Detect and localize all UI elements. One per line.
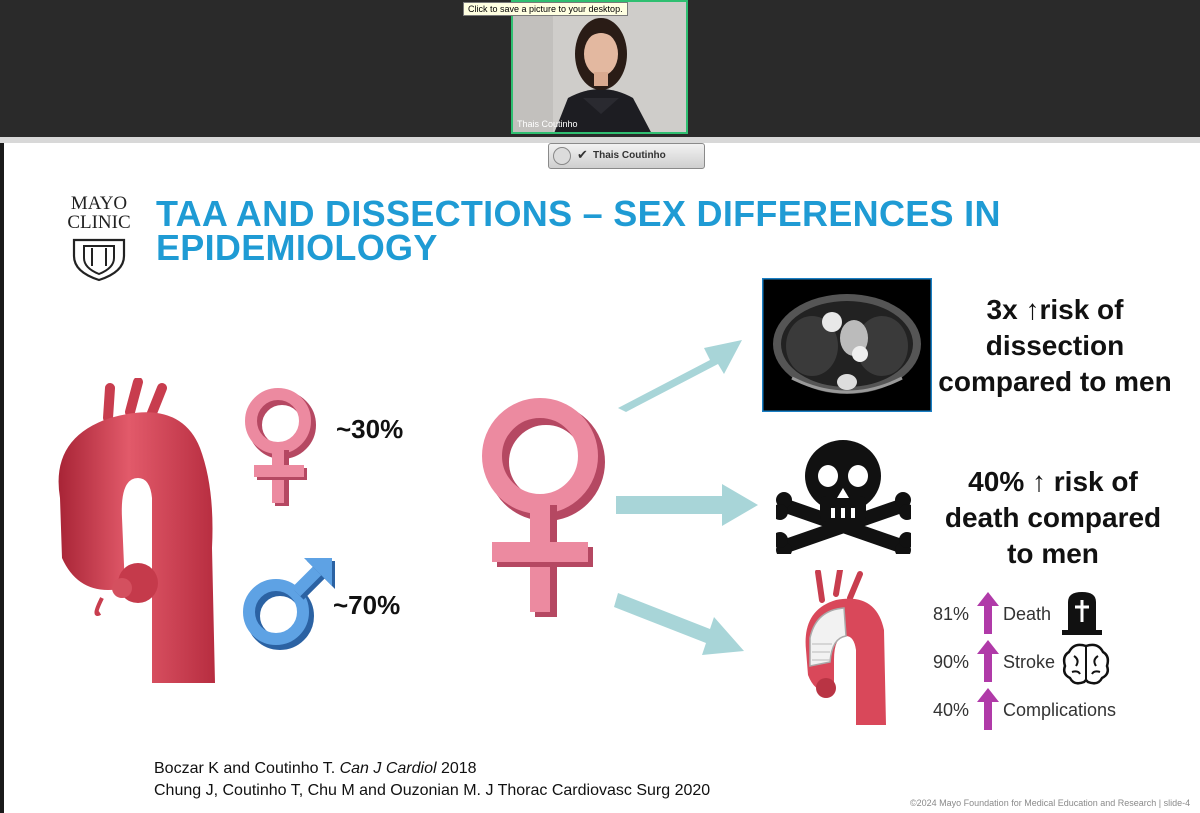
outcome-row-death: 81% Death (933, 592, 1051, 634)
female-percentage: ~30% (336, 414, 404, 444)
logo-line-1: MAYO (70, 193, 128, 214)
male-percentage: ~70% (333, 590, 401, 620)
outcome-label: Complications (1003, 700, 1117, 720)
speaker-video-tile[interactable]: Thais Coutinho (511, 0, 688, 134)
title-line-2: EPIDEMIOLOGY (156, 227, 438, 268)
up-arrow-icon (977, 592, 999, 634)
mayo-shield-icon (72, 238, 126, 282)
title-line-1: TAA AND DISSECTIONS – SEX DIFFERENCES IN (156, 193, 1001, 234)
check-icon: ✔ (577, 147, 588, 162)
up-arrow-icon (977, 640, 999, 682)
outcome-pct: 40% (933, 700, 970, 720)
female-symbol-icon (245, 388, 316, 506)
large-female-symbol-icon (482, 398, 605, 617)
logo-line-2: CLINIC (67, 212, 131, 233)
speaker-name-label: Thais Coutinho (517, 119, 578, 129)
pinned-speaker-pill[interactable]: ✔ Thais Coutinho (548, 143, 705, 169)
reference-1: Boczar K and Coutinho T. Can J Cardiol 2… (154, 760, 477, 778)
outcome-row-stroke: 90% Stroke (933, 640, 1055, 682)
reference-1-authors: Boczar K and Coutinho T. (154, 760, 340, 777)
speaker-video-image (513, 2, 686, 132)
dissection-risk-line-2: dissection (985, 330, 1125, 361)
ct-scan-image (762, 278, 932, 412)
skull-crossbones-icon (776, 440, 911, 554)
arrow-to-dissection-icon (618, 340, 742, 412)
outcome-pct: 90% (933, 652, 970, 672)
brain-icon (1062, 643, 1110, 685)
pin-icon[interactable] (553, 147, 571, 165)
death-risk-statement: 40% ↑ risk of death compared to men (918, 464, 1188, 572)
tombstone-icon (1062, 592, 1102, 635)
aortic-repair-illustration (805, 570, 886, 725)
death-risk-line-3: to men (1007, 538, 1099, 569)
arrow-to-surgery-icon (614, 593, 744, 655)
outcome-label: Stroke (1003, 652, 1056, 672)
outcome-label: Death (1003, 604, 1052, 624)
copyright-footer: ©2024 Mayo Foundation for Medical Educat… (910, 798, 1191, 808)
reference-1-year: 2018 (436, 760, 477, 777)
mayo-clinic-logo: MAYO CLINIC (56, 194, 142, 282)
dissection-risk-line-3: compared to men (938, 366, 1172, 397)
arrow-to-death-icon (616, 484, 758, 526)
aorta-aneurysm-illustration (58, 378, 215, 683)
outcome-pct: 81% (933, 604, 970, 624)
slide-title: TAA AND DISSECTIONS – SEX DIFFERENCES IN… (156, 193, 1001, 268)
death-risk-line-2: death compared (944, 502, 1162, 533)
dissection-risk-statement: 3x ↑risk of dissection compared to men (920, 292, 1190, 400)
splitter-bar[interactable] (0, 137, 1200, 143)
pinned-speaker-name: Thais Coutinho (593, 150, 666, 161)
up-arrow-icon (977, 688, 999, 730)
reference-2: Chung J, Coutinho T, Chu M and Ouzonian … (154, 782, 711, 799)
save-picture-tooltip: Click to save a picture to your desktop. (463, 2, 628, 16)
outcome-row-complications: 40% Complications (933, 688, 1116, 730)
dissection-risk-line-1: 3x ↑risk of (986, 294, 1124, 325)
male-symbol-icon (243, 558, 335, 650)
reference-1-journal: Can J Cardiol (339, 760, 437, 777)
death-risk-line-1: 40% ↑ risk of (968, 466, 1138, 497)
